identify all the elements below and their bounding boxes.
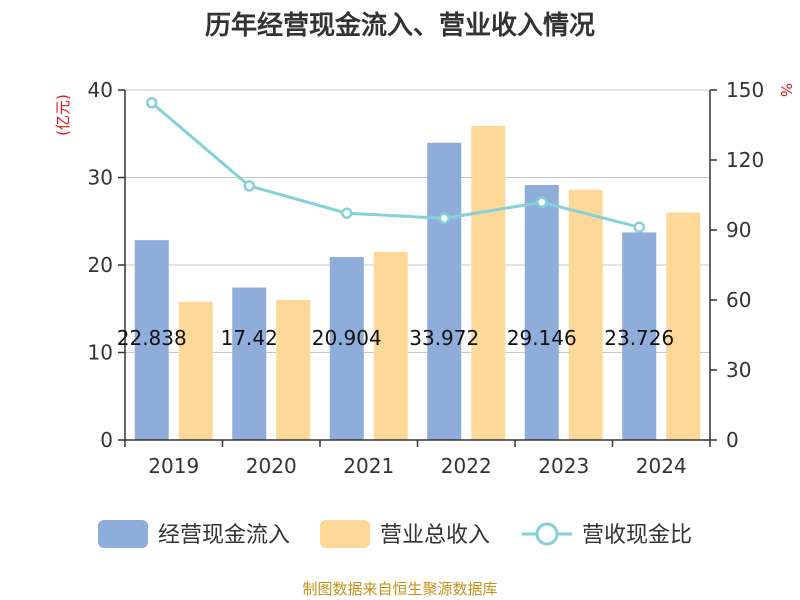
line-cash-ratio — [150, 101, 640, 229]
line-series — [146, 97, 645, 233]
y-left-tick-label: 10 — [88, 341, 113, 365]
line-point — [438, 212, 450, 225]
y-left-unit-label: (亿元) — [54, 94, 72, 136]
legend-label: 营收现金比 — [582, 523, 692, 548]
y-right-unit-label: % — [777, 83, 795, 97]
line-point — [536, 196, 548, 208]
bar-revenue — [178, 301, 213, 440]
legend-label: 经营现金流入 — [158, 523, 290, 548]
bar-cash-inflow — [232, 287, 267, 440]
x-tick-label: 2019 — [148, 454, 199, 478]
data-label: 17.42 — [221, 326, 278, 350]
data-labels: 22.838 17.42 20.904 33.972 29.146 23.726 — [117, 326, 674, 350]
bar-revenue — [276, 300, 311, 440]
legend-label: 营业总收入 — [380, 523, 490, 548]
y-right-tick-label: 120 — [726, 148, 764, 172]
data-label: 33.972 — [409, 326, 479, 350]
bar-cash-inflow — [134, 240, 169, 440]
bar-cash-inflow — [427, 142, 462, 440]
legend: 经营现金流入 营业总收入 营收现金比 — [98, 520, 692, 548]
bar-revenue — [568, 189, 603, 440]
line-point — [341, 207, 353, 219]
data-label: 20.904 — [312, 326, 382, 350]
bar-cash-inflow — [622, 232, 657, 440]
y-right-tick-label: 90 — [726, 218, 751, 242]
x-tick-label: 2022 — [441, 454, 492, 478]
line-point — [146, 97, 158, 109]
x-tick-label: 2024 — [636, 454, 687, 478]
data-label: 22.838 — [117, 326, 187, 350]
bar-cash-inflow — [329, 257, 364, 440]
y-left-tick-label: 0 — [100, 428, 113, 452]
x-tick-label: 2021 — [343, 454, 394, 478]
y-right-tick-label: 30 — [726, 358, 751, 382]
legend-swatch — [320, 520, 370, 548]
y-left-tick-label: 40 — [88, 78, 113, 102]
data-label: 29.146 — [507, 326, 577, 350]
y-right-tick-label: 0 — [726, 428, 739, 452]
bar-revenue — [373, 251, 408, 440]
x-tick-label: 2023 — [538, 454, 589, 478]
grid-lines — [125, 89, 710, 353]
legend-swatch — [98, 520, 148, 548]
y-left-tick-label: 30 — [88, 166, 113, 190]
bar-group — [134, 125, 701, 440]
line-point — [633, 221, 645, 233]
bar-revenue — [471, 125, 506, 440]
chart-title: 历年经营现金流入、营业收入情况 — [205, 10, 595, 41]
legend-marker — [535, 522, 559, 546]
bar-revenue — [666, 212, 701, 440]
data-label: 23.726 — [604, 326, 674, 350]
line-point — [243, 180, 255, 192]
x-tick-label: 2020 — [246, 454, 297, 478]
y-right-tick-label: 150 — [726, 78, 764, 102]
bar-cash-inflow — [524, 184, 559, 440]
y-right-tick-label: 60 — [726, 288, 751, 312]
y-left-tick-label: 20 — [88, 253, 113, 277]
source-note: 制图数据来自恒生聚源数据库 — [302, 580, 497, 598]
axes: 0 10 20 30 40 0 30 60 90 120 150 2019 2020 2021 2022 20… — [88, 78, 765, 478]
